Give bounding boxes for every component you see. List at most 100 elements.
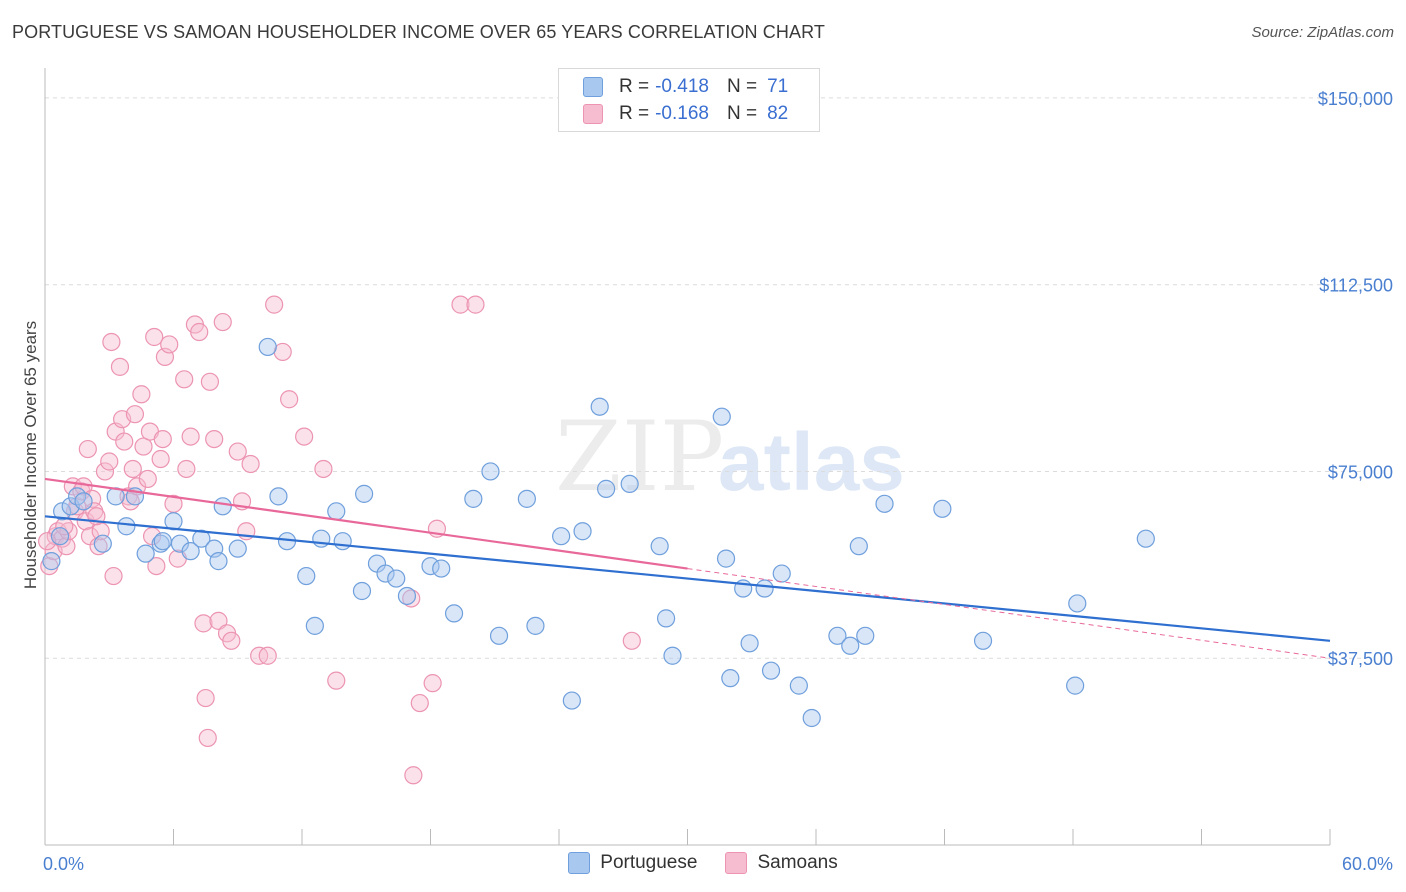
portuguese-point: [269, 487, 288, 506]
portuguese-point: [721, 669, 740, 688]
samoan-points: [38, 295, 641, 785]
samoan-point: [404, 766, 423, 785]
trend-lines: [44, 477, 1331, 659]
samoan-point: [132, 385, 151, 404]
samoan-point: [205, 429, 224, 449]
samoan-point: [466, 295, 485, 314]
portuguese-point: [228, 539, 247, 558]
svg-text:ZIP: ZIP: [555, 401, 724, 513]
samoan-point: [228, 442, 247, 461]
samoan-point: [327, 671, 346, 690]
samoan-point: [423, 674, 442, 693]
portuguese-point: [620, 474, 639, 494]
portuguese-point: [1136, 529, 1155, 548]
portuguese-point: [305, 616, 324, 635]
samoan-point: [160, 335, 179, 354]
samoan-point: [258, 646, 277, 665]
samoan-swatch: [725, 852, 748, 874]
portuguese-point: [716, 549, 736, 568]
bottom-legend-samoans: Samoans: [725, 852, 838, 874]
samoan-point: [190, 322, 209, 342]
samoan-point: [410, 693, 429, 713]
bottom-legend-portuguese: Portuguese: [568, 852, 697, 874]
y-tick-label: $112,500: [1319, 276, 1393, 296]
portuguese-point: [209, 552, 228, 571]
portuguese-trend-line: [44, 515, 1331, 642]
portuguese-point: [387, 569, 406, 588]
portuguese-point: [258, 337, 277, 357]
legend-n-label: N =: [726, 76, 758, 97]
portuguese-point: [376, 564, 395, 583]
samoan-point: [110, 357, 130, 376]
legend-n-value: 82: [767, 103, 789, 124]
legend-r-label: R =: [619, 103, 650, 124]
samoan-point: [222, 631, 241, 650]
portuguese-point: [856, 626, 875, 645]
portuguese-point: [772, 564, 791, 583]
portuguese-point: [397, 586, 417, 606]
portuguese-swatch: [568, 852, 591, 874]
portuguese-point: [740, 634, 759, 653]
samoan-point: [145, 327, 164, 347]
portuguese-point: [151, 534, 170, 553]
samoan-trend-line: [44, 477, 688, 570]
svg-text:atlas: atlas: [718, 417, 905, 508]
portuguese-point: [352, 581, 372, 601]
samoan-point: [196, 688, 215, 708]
portuguese-points: [42, 337, 1155, 728]
portuguese-point: [170, 534, 190, 553]
samoan-point: [104, 566, 123, 586]
samoan-point: [200, 372, 220, 391]
samoan-point: [153, 429, 172, 449]
portuguese-point: [117, 517, 136, 536]
portuguese-point: [1068, 594, 1087, 613]
portuguese-point: [650, 537, 669, 556]
samoan-point: [115, 432, 134, 451]
portuguese-point: [489, 626, 509, 645]
portuguese-point: [481, 462, 500, 481]
portuguese-point: [573, 522, 592, 541]
samoan-point: [78, 439, 97, 459]
portuguese-swatch: [583, 77, 603, 97]
portuguese-point: [327, 502, 346, 521]
portuguese-point: [355, 484, 374, 503]
legend-row-samoan: R = -0.168 N = 82: [583, 101, 788, 127]
portuguese-point: [136, 544, 155, 563]
portuguese-point: [802, 708, 821, 728]
grid-lines: [45, 97, 1365, 659]
legend-r-value: -0.418: [655, 76, 709, 97]
legend: R = -0.418 N = 71 R = -0.168 N = 82: [558, 68, 820, 132]
samoan-point: [57, 537, 76, 556]
portuguese-point: [333, 532, 352, 551]
portuguese-point: [933, 499, 952, 518]
portuguese-point: [93, 534, 112, 553]
portuguese-point: [297, 566, 316, 586]
portuguese-point: [53, 502, 72, 521]
legend-n-label: N =: [726, 103, 758, 124]
samoan-point: [147, 556, 166, 576]
portuguese-point: [1066, 676, 1085, 695]
portuguese-point: [973, 631, 993, 650]
samoan-point: [95, 462, 115, 481]
samoan-point: [181, 427, 200, 446]
samoan-point: [125, 405, 145, 424]
portuguese-point: [597, 479, 616, 498]
portuguese-point: [74, 492, 93, 511]
x-tick-label: 60.0%: [1342, 854, 1393, 874]
portuguese-point: [789, 676, 808, 695]
samoan-point: [241, 454, 260, 474]
samoan-point: [314, 459, 333, 479]
portuguese-point: [421, 556, 440, 576]
samoan-point: [295, 427, 314, 446]
samoan-point: [265, 295, 284, 314]
portuguese-point: [42, 552, 61, 571]
samoan-trend-extension: [687, 568, 1331, 659]
x-tick-label: 0.0%: [43, 854, 84, 874]
portuguese-point: [432, 559, 451, 578]
portuguese-point: [712, 407, 731, 426]
portuguese-point: [192, 529, 211, 548]
chart-title: PORTUGUESE VS SAMOAN HOUSEHOLDER INCOME …: [12, 22, 825, 42]
portuguese-point: [50, 527, 70, 546]
tick-labels: $37,500 $75,000 $112,500 $150,000 0.0% 60.0%: [43, 89, 1393, 874]
